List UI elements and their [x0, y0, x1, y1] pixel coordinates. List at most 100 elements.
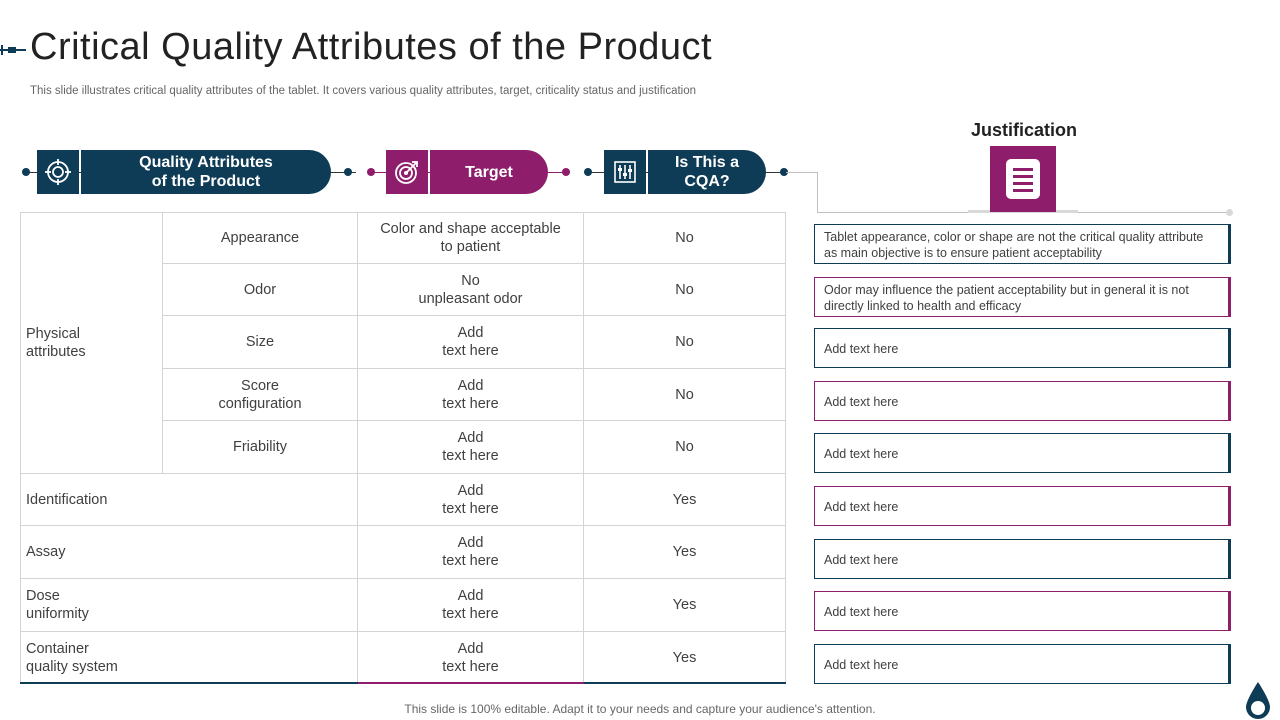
cqa-cell-text: No	[675, 386, 694, 403]
target-header: Target	[430, 150, 548, 194]
target-cell-line: unpleasant odor	[418, 290, 523, 307]
cqa-cell-text: No	[675, 230, 694, 246]
header-dot	[22, 168, 30, 176]
target-cell: Add text here	[358, 369, 584, 421]
attribute-cell-line: Score	[241, 377, 279, 394]
justification-text: Add text here	[824, 553, 899, 567]
justification-text: Add text here	[824, 605, 899, 619]
target-cell-line: No	[461, 272, 480, 289]
attribute-cell: Appearance	[163, 213, 358, 264]
cqa-header: Is This a CQA?	[648, 150, 766, 194]
attribute-cell-line: Assay	[26, 544, 66, 560]
cqa-cell: Yes	[584, 474, 786, 526]
cqa-cell: No	[584, 264, 786, 316]
cqa-cell-text: Yes	[672, 491, 697, 508]
target-cell-line: Add	[457, 640, 484, 657]
quality-attributes-header: Quality Attributes of the Product	[81, 150, 331, 194]
cqa-header-line-1: Is This a	[674, 154, 740, 171]
justification-box: Add text here	[814, 644, 1231, 684]
table-bottom-rule	[584, 682, 786, 684]
target-cell-line: Add	[457, 482, 484, 499]
cqa-cell: Yes	[584, 579, 786, 632]
justification-text: Add text here	[824, 395, 899, 409]
group-cell-physical-line: Physical	[26, 326, 80, 342]
target-cell-line: Add	[457, 535, 484, 551]
target-cell: Add text here	[358, 421, 584, 474]
cqa-cell-text: Yes	[672, 649, 697, 666]
target-cell: Add text here	[358, 632, 584, 684]
group-cell-physical: Physical attributes	[21, 213, 163, 474]
target-cell-line: text here	[442, 448, 499, 464]
attribute-cell-line: Container	[26, 640, 89, 657]
target-cell-line: Add	[457, 430, 484, 446]
justification-title: Justification	[970, 120, 1077, 140]
header-dot	[367, 168, 375, 176]
cqa-cell-text: Yes	[672, 544, 697, 560]
justification-text: Add text here	[824, 447, 899, 461]
attribute-cell-line: Identification	[26, 491, 108, 508]
attribute-cell-line: Dose	[26, 588, 60, 604]
target-cell: Color and shape acceptable to patient	[358, 213, 584, 264]
target-cell-line: Color and shape acceptable	[380, 221, 561, 237]
cqa-cell-text: No	[675, 281, 694, 298]
justification-box: Add text here	[814, 433, 1231, 473]
cqa-cell: No	[584, 421, 786, 474]
justification-box: Tablet appearance, color or shape are no…	[814, 224, 1231, 264]
attribute-cell-line: Size	[245, 334, 275, 350]
target-cell-line: Add	[457, 588, 484, 604]
attribute-cell-line: configuration	[218, 395, 302, 412]
attribute-cell-line: Appearance	[220, 230, 300, 246]
attribute-cell-line: Odor	[243, 281, 277, 298]
target-cell-line: to patient	[440, 239, 501, 255]
target-cell-line: text here	[442, 658, 499, 675]
target-cell-line: text here	[442, 500, 499, 517]
header-dot	[780, 168, 788, 176]
quality-header-line-2: of the Product	[151, 173, 261, 190]
attribute-cell: Friability	[163, 421, 358, 474]
table-bottom-rule	[358, 682, 584, 684]
target-cell-line: text here	[442, 395, 499, 412]
target-cell: Add text here	[358, 579, 584, 632]
attribute-cell: Container quality system	[21, 632, 358, 684]
target-cell-line: Add	[457, 325, 484, 341]
attribute-cell-line: quality system	[26, 658, 118, 675]
justification-connector	[817, 172, 818, 213]
target-icon-box	[386, 150, 428, 194]
target-cell: Add text here	[358, 316, 584, 369]
cqa-cell: Yes	[584, 632, 786, 684]
bullseye-icon	[395, 161, 418, 184]
justification-box: Odor may influence the patient acceptabi…	[814, 277, 1231, 317]
cqa-icon-box	[604, 150, 646, 194]
justification-text: Odor may influence the patient acceptabi…	[824, 283, 1189, 313]
justification-connector	[786, 172, 818, 173]
page-subtitle: This slide illustrates critical quality …	[30, 85, 697, 97]
target-header-label: Target	[465, 163, 513, 181]
table-bottom-rule	[20, 682, 358, 684]
attribute-cell: Dose uniformity	[21, 579, 358, 632]
target-cell-line: text here	[442, 343, 499, 359]
attribute-cell-line: uniformity	[26, 606, 89, 622]
attribute-cell: Assay	[21, 526, 358, 579]
attribute-cell-line: Friability	[233, 439, 287, 455]
target-cell-line: text here	[442, 553, 499, 569]
cqa-cell: No	[584, 213, 786, 264]
justification-box: Add text here	[814, 591, 1231, 631]
target-cell-line: Add	[457, 377, 484, 394]
target-gear-icon	[45, 159, 71, 185]
quality-header-line-1: Quality Attributes	[139, 154, 273, 171]
justification-icon-box	[990, 146, 1056, 212]
cqa-cell-text: No	[675, 439, 694, 455]
target-cell: Add text here	[358, 526, 584, 579]
justification-dot	[1226, 209, 1233, 216]
header-dot	[344, 168, 352, 176]
cqa-cell: No	[584, 369, 786, 421]
cqa-cell-text: No	[675, 334, 694, 350]
quality-icon-box	[37, 150, 79, 194]
cqa-cell-text: Yes	[672, 597, 697, 613]
justification-box: Add text here	[814, 328, 1231, 368]
attribute-cell: Size	[163, 316, 358, 369]
attribute-cell: Identification	[21, 474, 358, 526]
attributes-table: Physical attributes Appearance Color and sh…	[20, 212, 786, 684]
document-icon	[1006, 159, 1040, 199]
justification-text: Add text here	[824, 342, 899, 356]
